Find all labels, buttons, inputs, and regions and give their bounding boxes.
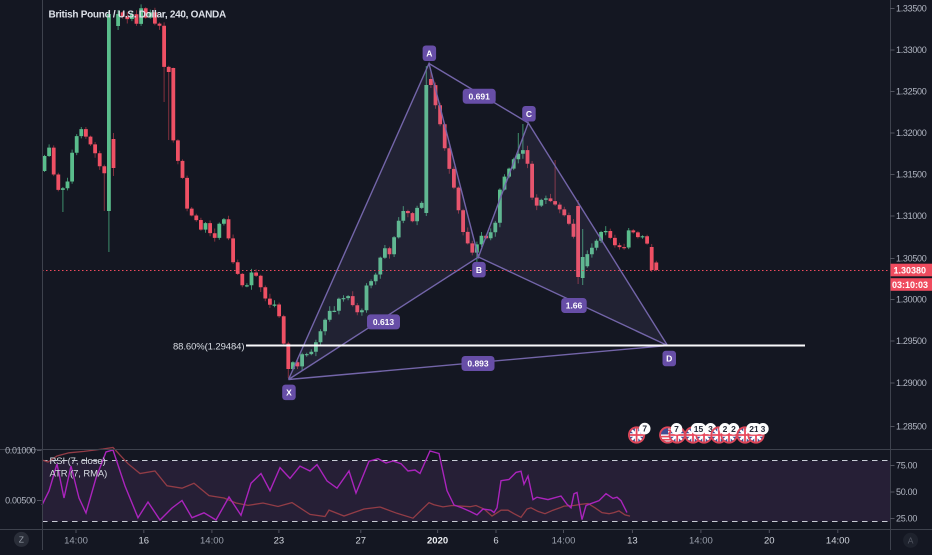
svg-text:13: 13 <box>627 536 638 547</box>
svg-text:1.33000: 1.33000 <box>896 45 927 55</box>
svg-text:1.29000: 1.29000 <box>896 378 927 388</box>
svg-text:1.30000: 1.30000 <box>896 295 927 305</box>
svg-text:15: 15 <box>694 424 704 434</box>
svg-text:1.28500: 1.28500 <box>896 422 927 432</box>
svg-text:20: 20 <box>764 536 775 547</box>
svg-text:16: 16 <box>139 536 150 547</box>
svg-text:3: 3 <box>761 424 766 434</box>
svg-text:1.32500: 1.32500 <box>896 87 927 97</box>
svg-text:7: 7 <box>642 424 647 434</box>
svg-text:0.00500: 0.00500 <box>5 496 36 506</box>
svg-text:ATR (7, RMA): ATR (7, RMA) <box>50 468 108 479</box>
svg-text:2020: 2020 <box>427 536 448 547</box>
svg-text:0.691: 0.691 <box>469 91 491 101</box>
svg-text:23: 23 <box>274 536 285 547</box>
svg-text:75.00: 75.00 <box>896 461 917 471</box>
svg-text:14:00: 14:00 <box>826 536 850 547</box>
svg-text:A: A <box>908 536 914 546</box>
svg-text:88.60%(1.29484): 88.60%(1.29484) <box>173 341 244 352</box>
svg-text:50.00: 50.00 <box>896 487 917 497</box>
svg-text:1.32000: 1.32000 <box>896 128 927 138</box>
svg-text:C: C <box>526 109 532 119</box>
svg-text:A: A <box>426 48 432 58</box>
svg-text:14:00: 14:00 <box>552 536 576 547</box>
svg-text:1.31500: 1.31500 <box>896 170 927 180</box>
svg-text:14:00: 14:00 <box>64 536 88 547</box>
svg-text:2: 2 <box>731 424 736 434</box>
svg-text:1.29500: 1.29500 <box>896 336 927 346</box>
svg-text:1.30500: 1.30500 <box>896 254 927 264</box>
svg-text:27: 27 <box>356 536 367 547</box>
svg-text:14:00: 14:00 <box>200 536 224 547</box>
svg-text:X: X <box>286 387 292 397</box>
svg-text:B: B <box>476 265 482 275</box>
svg-text:14:00: 14:00 <box>689 536 713 547</box>
svg-text:25.00: 25.00 <box>896 514 917 524</box>
svg-text:0.893: 0.893 <box>467 359 489 369</box>
svg-text:2: 2 <box>723 424 728 434</box>
svg-text:1.33500: 1.33500 <box>896 4 927 14</box>
svg-text:7: 7 <box>674 424 679 434</box>
svg-text:6: 6 <box>493 536 498 547</box>
svg-text:RSI (7, close): RSI (7, close) <box>50 456 106 467</box>
svg-text:0.01000: 0.01000 <box>5 446 36 456</box>
svg-text:Z: Z <box>19 535 24 545</box>
svg-text:D: D <box>666 354 672 364</box>
svg-text:1.31000: 1.31000 <box>896 211 927 221</box>
svg-text:1.66: 1.66 <box>566 301 583 311</box>
svg-text:03:10:03: 03:10:03 <box>892 280 928 290</box>
svg-text:0.613: 0.613 <box>373 317 395 327</box>
svg-text:British Pound / U.S. Dollar, 2: British Pound / U.S. Dollar, 240, OANDA <box>49 10 227 21</box>
svg-text:1.30380: 1.30380 <box>894 265 927 275</box>
